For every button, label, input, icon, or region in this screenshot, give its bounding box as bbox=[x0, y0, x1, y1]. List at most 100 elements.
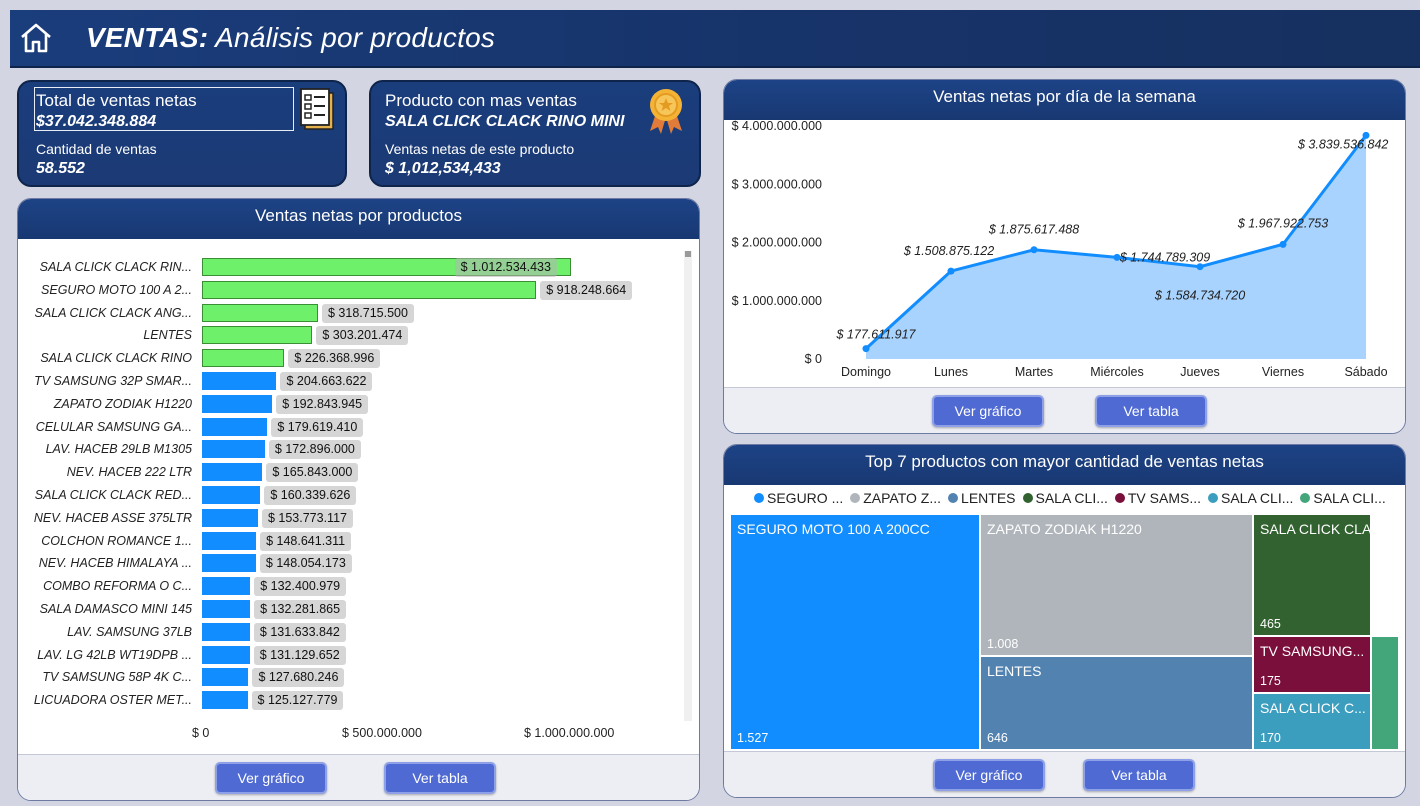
legend-item[interactable]: ZAPATO Z... bbox=[850, 490, 941, 506]
weekday-chart-panel: Ventas netas por día de la semana $ 0 $ 1… bbox=[723, 79, 1406, 434]
legend-dot bbox=[754, 493, 764, 503]
home-icon bbox=[21, 23, 51, 53]
legend-item[interactable]: SALA CLI... bbox=[1022, 490, 1108, 506]
x-axis-tick: $ 1.000.000.000 bbox=[524, 726, 615, 740]
bar-category-label: CELULAR SAMSUNG GA... bbox=[35, 419, 192, 434]
bar[interactable] bbox=[202, 577, 251, 596]
kpi-card-total: Total de ventas netas $37.042.348.884 Ca… bbox=[17, 80, 347, 187]
bar-category-label: TV SAMSUNG 32P SMAR... bbox=[34, 374, 192, 388]
bar[interactable] bbox=[202, 394, 273, 413]
legend-label: LENTES bbox=[961, 490, 1016, 506]
bar-value-label: $ 132.281.865 bbox=[254, 600, 347, 619]
ver-grafico-button[interactable]: Ver gráfico bbox=[215, 762, 327, 794]
data-point[interactable] bbox=[1196, 263, 1204, 271]
bar[interactable] bbox=[202, 280, 537, 299]
bar[interactable] bbox=[202, 372, 277, 390]
title-bold: VENTAS: bbox=[86, 22, 209, 53]
legend-dot bbox=[1300, 493, 1311, 503]
bar-category-label: SALA CLICK CLACK RINO bbox=[40, 351, 192, 366]
bar[interactable] bbox=[202, 463, 263, 482]
legend-dot bbox=[1114, 493, 1125, 503]
legend-item[interactable]: SALA CLI... bbox=[1300, 490, 1386, 506]
data-label: $ 3.839.536.842 bbox=[1297, 137, 1388, 151]
bar[interactable] bbox=[202, 303, 318, 322]
bar[interactable] bbox=[202, 668, 249, 687]
treemap-cell[interactable]: SALA CLICK CLAC... 465 bbox=[1253, 514, 1371, 636]
bar[interactable] bbox=[202, 486, 261, 504]
data-point[interactable] bbox=[1279, 240, 1287, 248]
bar-value-label: $ 127.680.246 bbox=[252, 668, 345, 688]
ver-tabla-button[interactable]: Ver tabla bbox=[384, 762, 496, 794]
ver-tabla-button[interactable]: Ver tabla bbox=[1095, 395, 1207, 427]
treemap-legend: SEGURO ... ZAPATO Z... LENTES SALA CLI... TV… bbox=[754, 490, 1386, 506]
x-axis-tick: $ 0 bbox=[192, 726, 210, 740]
treemap-cell[interactable]: SEGURO MOTO 100 A 200CC 1.527 bbox=[730, 514, 980, 750]
treemap-cell-value: 465 bbox=[1260, 617, 1281, 631]
count-label: Cantidad de ventas bbox=[36, 141, 157, 157]
bar-category-label: SALA CLICK CLACK RED... bbox=[34, 488, 192, 502]
bar[interactable] bbox=[202, 554, 256, 573]
legend-item[interactable]: TV SAMS... bbox=[1114, 490, 1201, 506]
bar[interactable] bbox=[202, 349, 285, 368]
bar[interactable] bbox=[202, 691, 248, 710]
bar-value-label: $ 918.248.664 bbox=[540, 280, 633, 300]
ver-grafico-button[interactable]: Ver gráfico bbox=[933, 759, 1045, 791]
ver-tabla-button[interactable]: Ver tabla bbox=[1083, 759, 1195, 791]
data-label: $ 1.967.922.753 bbox=[1237, 216, 1328, 230]
bar-value-label: $ 125.127.779 bbox=[251, 691, 344, 711]
legend-item[interactable]: SALA CLI... bbox=[1208, 490, 1293, 506]
treemap-cell[interactable]: LENTES 646 bbox=[980, 656, 1253, 750]
data-point[interactable] bbox=[1362, 131, 1370, 139]
bar-category-label: NEV. HACEB HIMALAYA ... bbox=[38, 556, 192, 571]
bar-panel-footer: Ver gráfico Ver tabla bbox=[18, 754, 699, 800]
bar-chart: SALA CLICK CLACK RIN... $ 1.012.534.433 SE… bbox=[18, 239, 699, 754]
data-label: $ 1.744.789.309 bbox=[1119, 250, 1210, 264]
bar-value-label: $ 153.773.117 bbox=[261, 508, 353, 528]
legend-item[interactable]: LENTES bbox=[948, 490, 1016, 506]
data-label: $ 177.611.917 bbox=[835, 328, 916, 342]
treemap-cell-label: LENTES bbox=[987, 663, 1042, 679]
bar[interactable] bbox=[202, 326, 313, 345]
legend-item[interactable]: SEGURO ... bbox=[754, 490, 843, 506]
bar-category-label: SALA DAMASCO MINI 145 bbox=[39, 602, 192, 616]
home-button[interactable] bbox=[14, 16, 58, 60]
bar[interactable] bbox=[202, 508, 258, 527]
data-point[interactable] bbox=[947, 267, 955, 275]
treemap-cell-label: SALA CLICK C... bbox=[1260, 700, 1366, 716]
bar[interactable] bbox=[202, 600, 251, 618]
x-axis-tick: Martes bbox=[1015, 365, 1053, 379]
bar-value-label: $ 165.843.000 bbox=[266, 463, 359, 483]
scrollbar[interactable] bbox=[684, 251, 692, 721]
bar-value-label: $ 179.619.410 bbox=[271, 417, 364, 437]
bar[interactable] bbox=[202, 417, 268, 436]
scrollbar-thumb[interactable] bbox=[685, 251, 691, 257]
data-point[interactable] bbox=[1113, 253, 1121, 261]
bar-value-label: $ 148.054.173 bbox=[259, 554, 352, 574]
data-label: $ 1.508.875.122 bbox=[903, 244, 994, 258]
bar-value-label: $ 131.129.652 bbox=[253, 645, 346, 665]
kpi-card-top-product: Producto con mas ventas SALA CLICK CLACK… bbox=[369, 80, 701, 187]
treemap-cell-value: 170 bbox=[1260, 731, 1281, 745]
x-axis-tick: Sábado bbox=[1344, 365, 1387, 379]
treemap-cell-label: SALA CLICK CLAC... bbox=[1260, 521, 1371, 537]
bar-value-label: $ 131.633.842 bbox=[253, 622, 346, 642]
bar-value-label: $ 148.641.311 bbox=[260, 531, 352, 551]
y-axis-tick: $ 2.000.000.000 bbox=[732, 236, 822, 250]
treemap-cell-label: SEGURO MOTO 100 A 200CC bbox=[737, 521, 930, 537]
product-sales-value: $ 1,012,534,433 bbox=[385, 160, 501, 177]
data-point[interactable] bbox=[862, 345, 870, 353]
data-point[interactable] bbox=[1030, 246, 1038, 254]
bar-category-label: LAV. HACEB 29LB M1305 bbox=[45, 442, 192, 457]
treemap-panel: Top 7 productos con mayor cantidad de ve… bbox=[723, 444, 1406, 798]
bar-category-label: TV SAMSUNG 58P 4K C... bbox=[42, 670, 192, 685]
treemap-cell[interactable]: SALA CLICK C... 170 bbox=[1253, 693, 1371, 750]
bar[interactable] bbox=[202, 645, 250, 664]
treemap-cell[interactable]: TV SAMSUNG... 175 bbox=[1253, 636, 1371, 693]
treemap-cell[interactable]: ZAPATO ZODIAK H1220 1.008 bbox=[980, 514, 1253, 656]
bar[interactable] bbox=[202, 531, 257, 550]
data-label: $ 1.875.617.488 bbox=[988, 223, 1079, 237]
bar[interactable] bbox=[202, 440, 265, 459]
ver-grafico-button[interactable]: Ver gráfico bbox=[932, 395, 1044, 427]
treemap-cell[interactable] bbox=[1371, 636, 1399, 750]
bar[interactable] bbox=[202, 622, 250, 641]
